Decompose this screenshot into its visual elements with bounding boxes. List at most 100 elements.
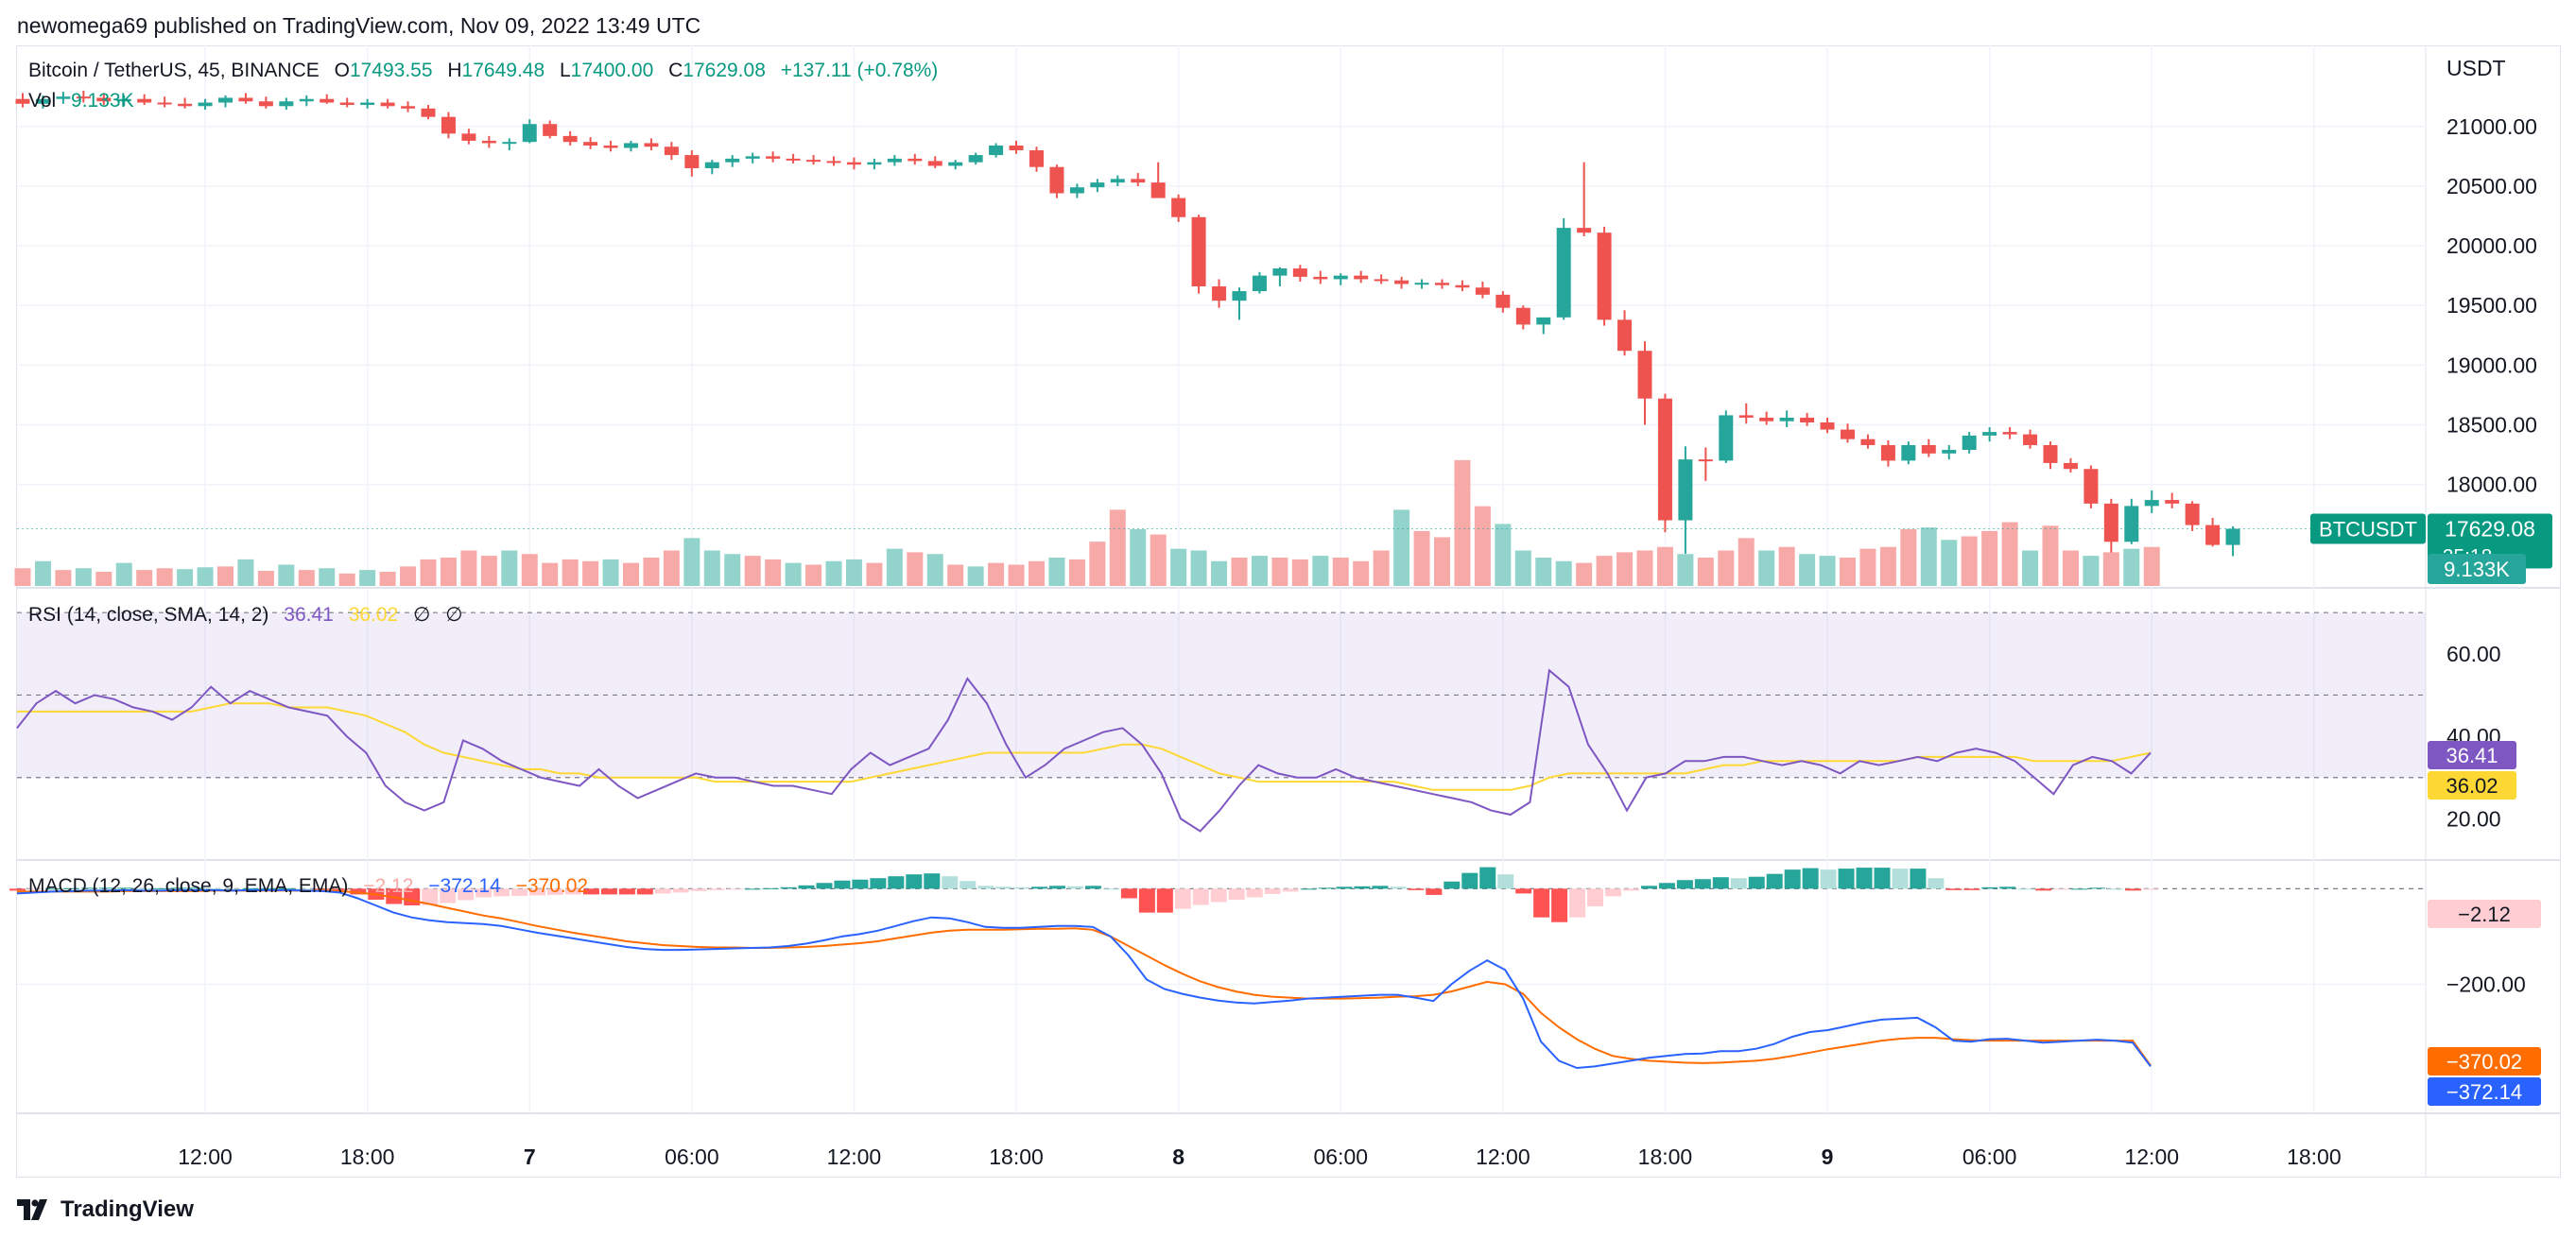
macd-histogram-bar [278,887,295,889]
candle-body [2002,432,2017,435]
volume-bar [420,559,437,586]
candle-body [198,102,213,107]
candle-body [1800,417,1815,422]
candle-body [867,162,882,165]
macd-histogram-bar [440,888,457,903]
time-tick-label: 06:00 [665,1144,719,1169]
macd-histogram-bar [1587,888,1604,907]
macd-histogram-bar [1354,886,1371,889]
candle-body [1090,182,1105,188]
macd-histogram-bar [1892,869,1909,889]
candle-body [441,116,456,134]
candle-body [1495,294,1511,308]
macd-histogram-bar [511,888,528,896]
candle-body [2185,503,2200,525]
macd-histogram-bar [744,888,761,890]
candle-body [1880,444,1895,461]
macd-histogram-bar [1658,883,1675,889]
candle-body [1597,232,1612,320]
macd-histogram-bar [170,887,187,889]
candle-body [1515,307,1530,325]
candle-body [1698,459,1713,462]
tradingview-logo[interactable]: TradingView [17,1193,194,1227]
macd-histogram-bar [1156,888,1173,913]
candle-body [704,162,719,168]
volume-bar [1291,559,1308,586]
ohlc-l: 17400.00 [570,60,654,81]
macd-histogram-bar [636,888,653,895]
candle-body [1779,417,1794,422]
candle-body [137,98,152,103]
ohlc-h-label: H [447,60,462,81]
macd-histogram-bar [1569,888,1586,918]
macd-histogram-bar [1031,886,1048,889]
volume-bar [1190,550,1207,586]
macd-histogram-bar [1928,878,1945,889]
macd-histogram-bar [1640,886,1657,889]
candle-body [1354,275,1369,280]
candle-body [603,145,618,148]
volume-bar [1150,534,1167,586]
candle-body [1536,317,1551,325]
candle-body [1414,283,1429,285]
volume-bar [2123,548,2140,586]
volume-bar [1941,540,1958,586]
candle-body [238,97,253,102]
macd-signal-tag [2428,1047,2541,1076]
volume-bar [115,562,132,586]
macd-line [16,888,2152,1070]
macd-histogram-bar [386,888,403,904]
macd-histogram-bar [1084,886,1101,889]
candle-body [927,161,942,166]
rsi-extra-1: ∅ [413,604,431,626]
macd-histogram-bar [1390,886,1407,889]
volume-bar [663,550,680,586]
macd-histogram-bar [960,881,977,889]
volume-bar [886,548,903,586]
macd-histogram-bar [1551,888,1568,922]
volume-bar [338,573,355,586]
volume-bar [1535,558,1552,586]
candle-body [2043,444,2058,463]
volume-bar [1738,538,1755,586]
candle-body [481,140,496,144]
candle-body [1921,444,1936,454]
macd-histogram-bar [888,876,905,889]
price-tick-label: 18000.00 [2446,473,2537,497]
volume-bar [744,556,761,586]
candle-body [1171,198,1186,217]
time-tick-label: 12:00 [178,1144,233,1169]
candle-body [2225,528,2240,545]
macd-histogram-bar [80,887,97,889]
macd-histogram-bar [529,888,546,896]
volume-bar [724,554,741,586]
candle-body [1435,283,1449,285]
macd-histogram-bar [9,888,26,891]
rsi-ma-value: 36.02 [348,604,399,626]
volume-bar [805,564,822,586]
price-tick-label: 21000.00 [2446,114,2537,139]
volume-bar [1474,506,1491,586]
macd-histogram-bar [1138,888,1155,913]
volume-bar [2062,550,2079,586]
macd-histogram-bar [2071,888,2088,890]
volume-legend: Vol 9.133K [28,90,144,112]
macd-histogram-bar [1820,869,1837,889]
candle-body [1333,275,1348,280]
candle-body [1901,444,1916,461]
volume-bar [907,552,924,586]
last-price-label: 17629.08 [2445,516,2535,541]
candle-body [1738,415,1754,418]
candle-body [968,155,983,163]
candle-body [1962,435,1977,451]
volume-bar [765,559,782,586]
macd-histogram-bar [260,887,277,889]
candle-body [299,98,314,102]
volume-bar [1170,548,1187,586]
macd-signal-line [17,889,2152,1066]
tradingview-brand: TradingView [61,1196,194,1222]
time-tick-label: 9 [1822,1144,1834,1169]
price-tick-label: 20500.00 [2446,174,2537,198]
candle-body [1252,275,1267,292]
